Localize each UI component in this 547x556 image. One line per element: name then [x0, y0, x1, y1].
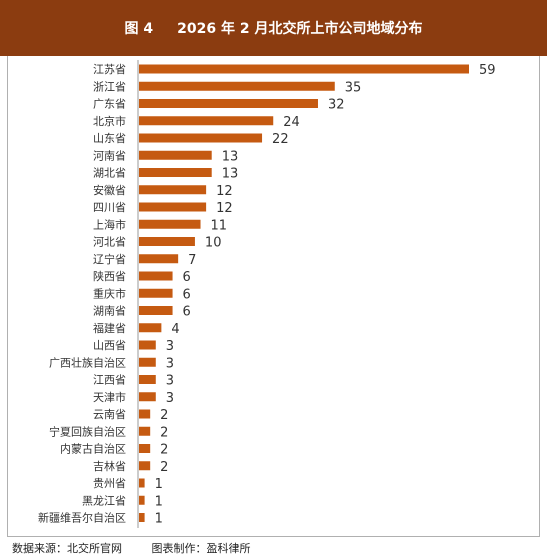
category-label: 广东省 — [93, 98, 126, 111]
bar — [139, 133, 263, 143]
category-label: 河南省 — [93, 149, 126, 162]
data-label: 35 — [345, 80, 362, 95]
data-label: 2 — [160, 460, 168, 475]
chart-footer: 数据来源：北交所官网 图表制作：盈科律所 — [12, 540, 277, 556]
data-label: 3 — [166, 356, 174, 371]
bar — [139, 426, 151, 436]
bar — [139, 513, 145, 522]
figure-label: 图 4 — [124, 21, 154, 37]
data-label: 6 — [183, 305, 191, 320]
category-label: 辽宁省 — [93, 252, 126, 266]
bar — [139, 392, 156, 402]
bar — [139, 202, 207, 212]
bar — [139, 357, 156, 367]
category-label: 重庆市 — [93, 286, 126, 300]
data-label: 32 — [328, 98, 345, 113]
chart-title: 2026 年 2 月北交所上市公司地域分布 — [177, 21, 423, 37]
category-label: 江苏省 — [93, 63, 126, 76]
bar — [139, 340, 156, 350]
bar — [139, 81, 335, 91]
bar — [139, 444, 151, 453]
data-label: 1 — [155, 494, 163, 509]
data-label: 6 — [183, 287, 191, 302]
data-label: 7 — [188, 253, 196, 268]
bar — [139, 254, 179, 264]
category-label: 四川省 — [93, 201, 126, 214]
bar — [139, 64, 469, 74]
data-label: 12 — [216, 201, 233, 216]
category-label: 湖北省 — [93, 167, 126, 180]
category-label: 内蒙古自治区 — [60, 442, 126, 456]
category-label: 天津市 — [93, 390, 126, 404]
category-label: 山东省 — [93, 132, 126, 145]
category-label: 新疆维吾尔自治区 — [38, 511, 126, 525]
bar — [139, 150, 212, 160]
bar — [139, 237, 195, 246]
category-label: 吉林省 — [93, 459, 126, 473]
bar — [139, 288, 173, 298]
bar — [139, 323, 162, 333]
data-label: 12 — [216, 184, 233, 199]
data-label: 13 — [222, 167, 239, 182]
data-label: 2 — [160, 408, 168, 423]
category-label: 陕西省 — [93, 269, 126, 283]
chart-frame — [7, 56, 540, 537]
data-label: 59 — [479, 63, 496, 78]
category-label: 广西壮族自治区 — [49, 355, 126, 369]
category-label: 江西省 — [93, 374, 126, 387]
bar — [139, 495, 145, 505]
data-label: 3 — [166, 374, 174, 389]
data-label: 4 — [171, 322, 179, 337]
data-label: 10 — [205, 236, 222, 251]
category-label: 山西省 — [93, 339, 126, 352]
category-label: 云南省 — [93, 408, 126, 421]
bar — [139, 478, 145, 488]
bar — [139, 116, 274, 126]
data-source: 数据来源：北交所官网 — [12, 542, 122, 555]
category-label: 北京市 — [93, 114, 126, 128]
bar — [139, 271, 173, 281]
category-label: 安徽省 — [93, 183, 126, 197]
bar — [139, 219, 201, 229]
bar — [139, 99, 318, 108]
category-label: 湖南省 — [93, 305, 126, 318]
data-label: 11 — [211, 218, 228, 233]
bar — [139, 185, 207, 195]
data-label: 2 — [160, 443, 168, 458]
data-label: 24 — [283, 115, 300, 130]
category-label: 宁夏回族自治区 — [49, 424, 126, 438]
data-label: 22 — [272, 132, 289, 147]
category-label: 贵州省 — [93, 477, 126, 490]
data-label: 1 — [155, 512, 163, 527]
category-label: 福建省 — [93, 321, 126, 335]
category-label: 浙江省 — [93, 80, 126, 93]
bar — [139, 306, 173, 315]
category-label: 上海市 — [93, 217, 126, 231]
bar — [139, 168, 212, 177]
category-label: 河北省 — [93, 236, 126, 249]
chart-title-banner: 图 4 2026 年 2 月北交所上市公司地域分布 — [0, 0, 547, 56]
bar — [139, 409, 151, 419]
data-label: 3 — [166, 339, 174, 354]
bar — [139, 461, 151, 471]
data-label: 3 — [166, 391, 174, 406]
chart-maker: 图表制作：盈科律所 — [151, 542, 251, 555]
bar — [139, 375, 156, 384]
data-label: 2 — [160, 425, 168, 440]
data-label: 6 — [183, 270, 191, 285]
data-label: 1 — [155, 477, 163, 492]
data-label: 13 — [222, 149, 239, 164]
category-label: 黑龙江省 — [82, 494, 126, 507]
